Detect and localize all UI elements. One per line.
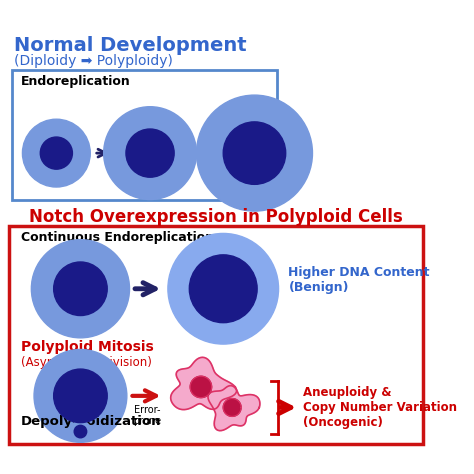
Polygon shape — [190, 376, 211, 398]
Text: Depolyploidization: Depolyploidization — [21, 415, 161, 428]
Text: Endoreplication: Endoreplication — [21, 74, 130, 88]
Circle shape — [70, 421, 91, 442]
Circle shape — [223, 122, 286, 184]
Circle shape — [168, 233, 279, 344]
Circle shape — [31, 240, 129, 338]
Text: Continuous Endoreplication: Continuous Endoreplication — [21, 231, 214, 244]
Circle shape — [74, 425, 87, 438]
Circle shape — [189, 255, 257, 323]
Text: (Diploidy ➡ Polyploidy): (Diploidy ➡ Polyploidy) — [14, 54, 173, 68]
Text: Normal Development: Normal Development — [14, 36, 246, 55]
Text: Error-
prone: Error- prone — [133, 405, 162, 427]
Circle shape — [34, 349, 127, 442]
Polygon shape — [223, 399, 241, 416]
Bar — [12, 70, 277, 200]
Polygon shape — [171, 357, 237, 410]
Bar — [9, 226, 423, 444]
Text: Higher DNA Content
(Benign): Higher DNA Content (Benign) — [288, 266, 430, 294]
Circle shape — [54, 262, 107, 316]
Text: Aneuploidy &
Copy Number Variation
(Oncogenic): Aneuploidy & Copy Number Variation (Onco… — [303, 386, 456, 429]
Text: Notch Overexpression in Polyploid Cells: Notch Overexpression in Polyploid Cells — [29, 209, 403, 227]
Circle shape — [126, 129, 174, 177]
Circle shape — [104, 107, 196, 200]
Circle shape — [40, 137, 73, 169]
Text: Polyploid Mitosis: Polyploid Mitosis — [21, 340, 154, 354]
Polygon shape — [208, 386, 260, 430]
Circle shape — [196, 95, 312, 211]
Text: (Asymmetric Division): (Asymmetric Division) — [21, 356, 152, 369]
Circle shape — [54, 369, 107, 423]
Circle shape — [22, 119, 90, 187]
